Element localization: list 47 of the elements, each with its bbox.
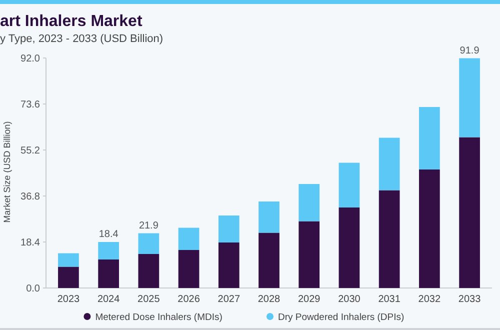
x-tick-label: 2033 xyxy=(458,294,482,305)
y-tick-label: 92.0 xyxy=(20,54,40,64)
total-label: 91.9 xyxy=(460,45,480,56)
x-tick-label: 2026 xyxy=(178,294,200,305)
x-tick-label: 2031 xyxy=(378,294,401,305)
x-tick-label: 2030 xyxy=(338,294,361,305)
bar xyxy=(298,184,320,222)
bar xyxy=(218,216,240,242)
x-tick-label: 2032 xyxy=(418,294,441,305)
bar xyxy=(178,250,200,288)
bar xyxy=(138,233,160,254)
bar xyxy=(378,190,400,288)
total-label: 18.4 xyxy=(98,229,119,240)
x-tick-label: 2023 xyxy=(57,294,80,305)
bar xyxy=(178,228,200,250)
bar xyxy=(419,107,440,170)
x-tick-label: 2027 xyxy=(218,294,240,305)
bar xyxy=(258,232,280,288)
bar xyxy=(298,221,320,288)
bar xyxy=(419,170,440,288)
x-tick-label: 2029 xyxy=(298,294,321,305)
y-axis-title: Market Size (USD Billion) xyxy=(2,121,12,223)
bar xyxy=(138,254,160,288)
x-tick-label: 2024 xyxy=(97,294,120,305)
x-tick-label: 2025 xyxy=(138,294,160,305)
y-tick-label: 73.6 xyxy=(20,100,40,110)
x-tick-label: 2028 xyxy=(258,294,281,305)
bar xyxy=(98,242,119,260)
bar xyxy=(58,253,79,267)
bar xyxy=(338,208,360,288)
bar xyxy=(459,58,480,138)
bar xyxy=(98,260,119,288)
legend-label: Metered Dose Inhalers (MDIs) xyxy=(95,312,222,323)
y-tick-label: 18.4 xyxy=(20,238,40,248)
legend-label: Dry Powdered Inhalers (DPIs) xyxy=(278,312,404,323)
y-tick-label: 36.8 xyxy=(20,192,40,202)
y-tick-label: 0.0 xyxy=(26,284,40,294)
total-label: 21.9 xyxy=(138,220,159,232)
bar xyxy=(58,266,79,288)
chart-title: art Inhalers Market xyxy=(0,13,143,30)
bar xyxy=(459,137,480,288)
bar xyxy=(258,202,280,233)
y-tick-label: 55.2 xyxy=(20,146,40,156)
bar xyxy=(338,162,360,208)
chart-subtitle: y Type, 2023 - 2033 (USD Billion) xyxy=(0,33,164,45)
bar xyxy=(218,242,240,288)
bar xyxy=(378,138,400,190)
